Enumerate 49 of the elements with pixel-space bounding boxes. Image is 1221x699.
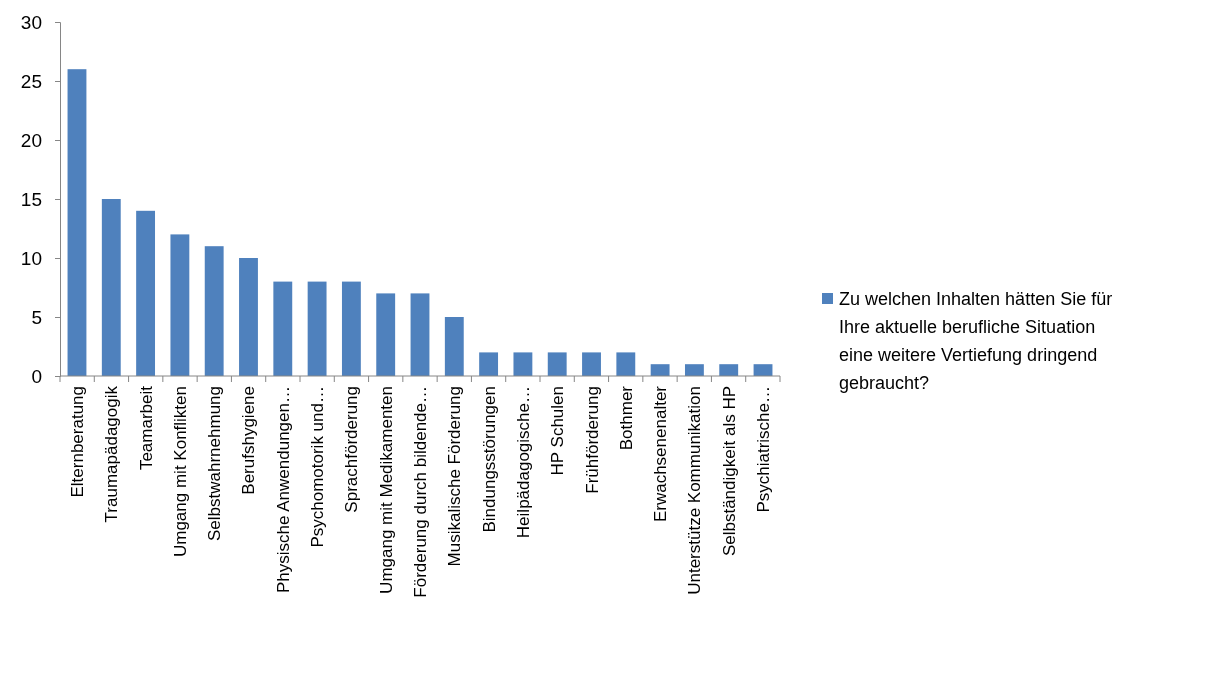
x-tick-label: Heilpädagogische… bbox=[513, 386, 533, 539]
x-tick-label: Umgang mit Medikamenten bbox=[376, 386, 396, 594]
x-tick-label: HP Schulen bbox=[548, 386, 568, 476]
x-tick-label: Umgang mit Konflikten bbox=[170, 386, 190, 558]
y-tick-label: 5 bbox=[31, 306, 42, 328]
bar bbox=[341, 281, 361, 376]
y-tick-label: 30 bbox=[20, 11, 42, 33]
bar bbox=[170, 234, 190, 376]
bar bbox=[547, 352, 567, 376]
x-tick-label: Bindungsstörungen bbox=[479, 386, 499, 533]
x-tick-label: Sprachförderung bbox=[342, 386, 362, 513]
bar bbox=[616, 352, 636, 376]
bar bbox=[376, 293, 396, 376]
x-tick-label: Bothmer bbox=[616, 385, 636, 451]
bar bbox=[67, 69, 87, 376]
x-tick-label: Psychiatrische… bbox=[754, 386, 774, 513]
y-tick-label: 20 bbox=[20, 129, 42, 151]
x-tick-label: Frühförderung bbox=[582, 386, 602, 494]
bar bbox=[684, 364, 704, 376]
y-tick-label: 15 bbox=[20, 188, 42, 210]
y-tick-label: 25 bbox=[20, 70, 42, 92]
x-tick-label: Elternberatung bbox=[67, 386, 87, 498]
bar bbox=[479, 352, 499, 376]
x-tick-label: Selbständigkeit als HP bbox=[719, 386, 739, 557]
bar bbox=[410, 293, 430, 376]
bar bbox=[101, 199, 121, 376]
x-tick-label: Physische Anwendungen… bbox=[273, 386, 293, 593]
x-tick-label: Erwachsenenalter bbox=[651, 385, 671, 523]
bar bbox=[273, 281, 293, 376]
bar bbox=[444, 317, 464, 376]
x-tick-label: Selbstwahrnehmung bbox=[205, 386, 225, 541]
x-tick-label: Psychomotorik und… bbox=[308, 386, 328, 548]
x-tick-label: Berufshygiene bbox=[239, 386, 259, 495]
y-tick-label: 10 bbox=[20, 247, 42, 269]
x-tick-label: Traumapädagogik bbox=[102, 385, 122, 523]
bar bbox=[582, 352, 601, 376]
bar bbox=[513, 352, 533, 376]
bar bbox=[650, 364, 670, 376]
y-tick-label: 0 bbox=[31, 365, 42, 387]
bar bbox=[136, 210, 156, 376]
x-tick-label: Unterstütze Kommunikation bbox=[685, 386, 705, 595]
x-tick-label: Teamarbeit bbox=[136, 385, 156, 471]
bar bbox=[204, 246, 224, 376]
legend-label: Zu welchen Inhalten hätten Sie für Ihre aktuelle berufliche Situation eine weitere Vertiefung dringend gebraucht? bbox=[839, 289, 1113, 393]
x-tick-label: Musikalische Förderung bbox=[445, 386, 465, 567]
bar bbox=[307, 281, 327, 376]
x-tick-label: Förderung durch bildende… bbox=[411, 386, 430, 598]
bar bbox=[719, 364, 739, 376]
bar bbox=[239, 258, 258, 376]
